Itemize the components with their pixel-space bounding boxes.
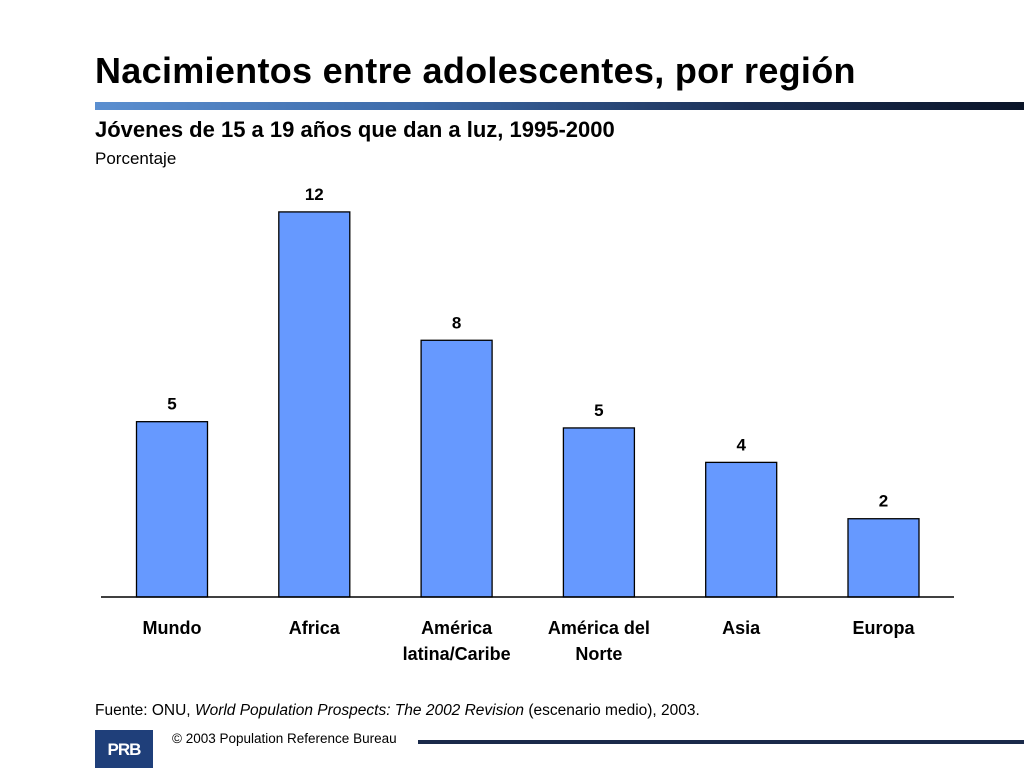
copyright-notice: © 2003 Population Reference Bureau xyxy=(172,731,397,746)
category-label: Africa xyxy=(289,618,341,638)
bar xyxy=(420,339,493,598)
bar xyxy=(705,461,778,598)
category-label: Norte xyxy=(575,644,622,664)
category-label: latina/Caribe xyxy=(403,644,511,664)
prb-logo: PRB xyxy=(95,730,153,768)
bar xyxy=(562,427,636,598)
bar xyxy=(847,518,920,598)
source-prefix: Fuente: ONU, xyxy=(95,702,195,719)
footer-rule xyxy=(418,740,1024,744)
unit-label: Porcentaje xyxy=(95,149,177,168)
source-note: Fuente: ONU, World Population Prospects:… xyxy=(95,702,700,720)
category-label: América xyxy=(421,618,493,638)
source-suffix: (escenario medio), 2003. xyxy=(524,702,700,719)
category-label: Asia xyxy=(722,618,761,638)
bar-value-label: 4 xyxy=(736,435,746,454)
title-underline xyxy=(95,102,1024,110)
bar-value-label: 5 xyxy=(594,401,603,420)
source-title: World Population Prospects: The 2002 Rev… xyxy=(194,702,525,719)
bar-value-label: 2 xyxy=(879,492,888,511)
bar-chart: 5 Mundo 12 Africa 8 América latina/Caribe 5 Amér… xyxy=(101,185,954,664)
bar-value-label: 5 xyxy=(167,395,176,414)
logo-text: PRB xyxy=(108,740,142,759)
slide-title: Nacimientos entre adolescentes, por regi… xyxy=(95,50,856,91)
bar xyxy=(278,211,351,598)
bar-value-label: 12 xyxy=(305,185,324,204)
bar-value-label: 8 xyxy=(452,313,461,332)
category-label: Europa xyxy=(852,618,915,638)
chart-subtitle: Jóvenes de 15 a 19 años que dan a luz, 1… xyxy=(95,117,615,142)
category-label: América del xyxy=(548,618,650,638)
category-label: Mundo xyxy=(143,618,202,638)
bar xyxy=(135,421,209,598)
